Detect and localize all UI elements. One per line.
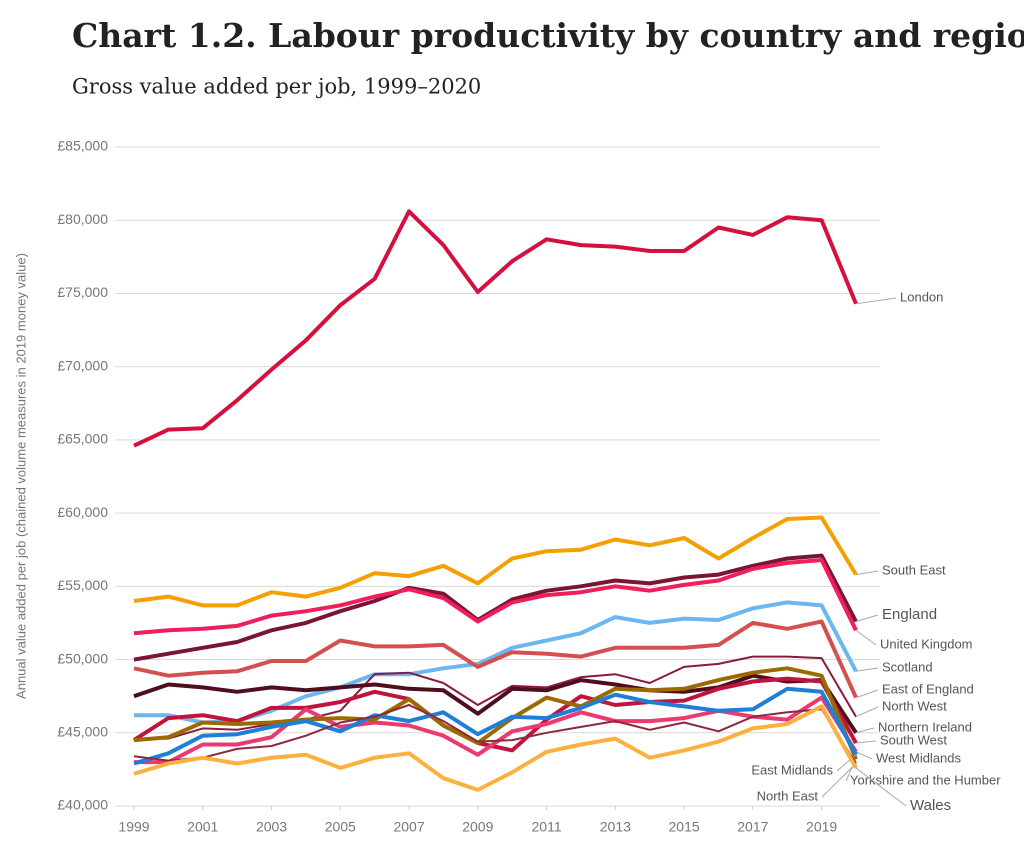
series-label: North West bbox=[882, 698, 947, 713]
x-tick-label: 2009 bbox=[462, 819, 493, 835]
series-line bbox=[134, 695, 858, 765]
series-line bbox=[133, 673, 858, 734]
x-tick-label: 1999 bbox=[118, 819, 149, 835]
y-tick-label: £50,000 bbox=[57, 650, 108, 666]
leader-line bbox=[855, 629, 877, 646]
leader-line bbox=[855, 751, 873, 760]
series-label: United Kingdom bbox=[880, 636, 973, 651]
leader-line bbox=[855, 727, 875, 734]
y-axis-label: Annual value added per job (chained volu… bbox=[13, 253, 28, 699]
x-tick-label: 2019 bbox=[806, 819, 837, 835]
y-tick-label: £55,000 bbox=[57, 577, 108, 593]
y-tick-label: £45,000 bbox=[57, 723, 108, 739]
y-tick-label: £85,000 bbox=[57, 138, 108, 154]
y-tick-label: £65,000 bbox=[57, 431, 108, 447]
series-label: England bbox=[882, 606, 937, 623]
series-line bbox=[132, 676, 858, 753]
series-label: South East bbox=[882, 562, 946, 577]
leader-line bbox=[855, 706, 879, 718]
series-label: Northern Ireland bbox=[878, 719, 972, 734]
x-tick-label: 2017 bbox=[737, 819, 768, 835]
leader-line bbox=[855, 740, 877, 744]
x-tick-label: 2001 bbox=[187, 819, 218, 835]
leader-line bbox=[855, 614, 879, 622]
series-line bbox=[133, 704, 858, 792]
series-label: Scotland bbox=[882, 659, 933, 674]
x-tick-label: 2005 bbox=[325, 819, 356, 835]
y-tick-label: £80,000 bbox=[57, 211, 108, 227]
chart-subtitle: Gross value added per job, 1999–2020 bbox=[72, 75, 481, 99]
series-label: London bbox=[900, 289, 943, 304]
series-label: East Midlands bbox=[751, 762, 833, 777]
series-label: South West bbox=[880, 732, 947, 747]
series-line bbox=[133, 515, 858, 608]
series-line bbox=[134, 600, 858, 725]
x-tick-label: 2003 bbox=[256, 819, 287, 835]
series-label: West Midlands bbox=[876, 750, 962, 765]
x-tick-label: 2007 bbox=[393, 819, 424, 835]
y-tick-label: £60,000 bbox=[57, 504, 108, 520]
leader-line bbox=[855, 767, 907, 807]
y-tick-label: £75,000 bbox=[57, 284, 108, 300]
series-line bbox=[133, 686, 858, 766]
y-tick-label: £70,000 bbox=[57, 357, 108, 373]
x-tick-label: 2013 bbox=[600, 819, 631, 835]
chart-title: Chart 1.2. Labour productivity by countr… bbox=[72, 16, 1024, 55]
leader-line bbox=[821, 763, 857, 798]
series-label: Yorkshire and the Humber bbox=[850, 772, 1001, 787]
leader-line bbox=[855, 570, 879, 576]
y-tick-label: £40,000 bbox=[57, 797, 108, 813]
series-line bbox=[134, 655, 857, 740]
series-line bbox=[133, 209, 858, 448]
series-line bbox=[133, 704, 857, 765]
leader-line bbox=[855, 667, 879, 672]
series-label: Wales bbox=[910, 797, 951, 814]
leader-line bbox=[855, 689, 879, 699]
series-label: North East bbox=[757, 788, 819, 803]
series-label: East of England bbox=[882, 681, 974, 696]
x-tick-label: 2011 bbox=[532, 819, 562, 835]
series-line bbox=[133, 558, 858, 636]
series-line bbox=[133, 619, 858, 699]
series-line bbox=[133, 666, 858, 760]
x-tick-label: 2015 bbox=[669, 819, 700, 835]
leader-line bbox=[855, 297, 897, 305]
